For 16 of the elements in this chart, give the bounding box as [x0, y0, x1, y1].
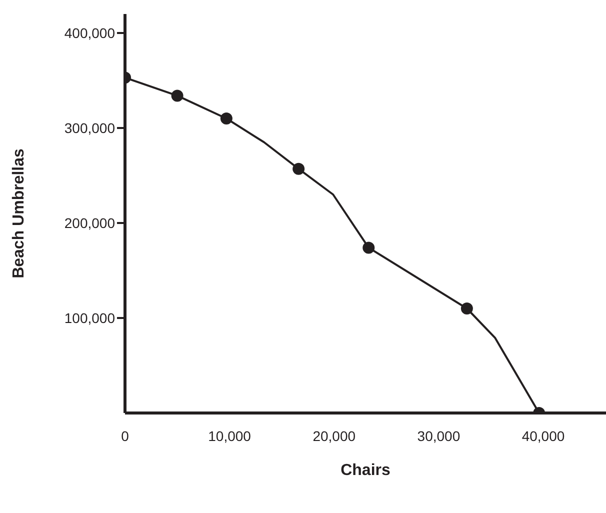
x-tick-label: 30,000: [417, 428, 460, 444]
y-tick-label: 200,000: [64, 214, 116, 231]
y-tick-label: 100,000: [64, 310, 116, 326]
y-tick-label: 400,000: [64, 24, 116, 41]
x-axis-title: Chairs: [340, 462, 390, 479]
point: [220, 112, 232, 124]
point: [292, 162, 305, 175]
y-tick-label: 300,000: [64, 120, 116, 136]
x-tick-label: 40,000: [522, 428, 565, 444]
y-axis-title: Beach Umbrellas: [10, 148, 28, 278]
point: [460, 302, 473, 314]
x-tick-label: 10,000: [208, 428, 252, 444]
x-tick-label: 20,000: [312, 428, 356, 444]
point: [171, 90, 184, 102]
point: [362, 242, 375, 254]
x-tick-label: 0: [121, 428, 130, 444]
